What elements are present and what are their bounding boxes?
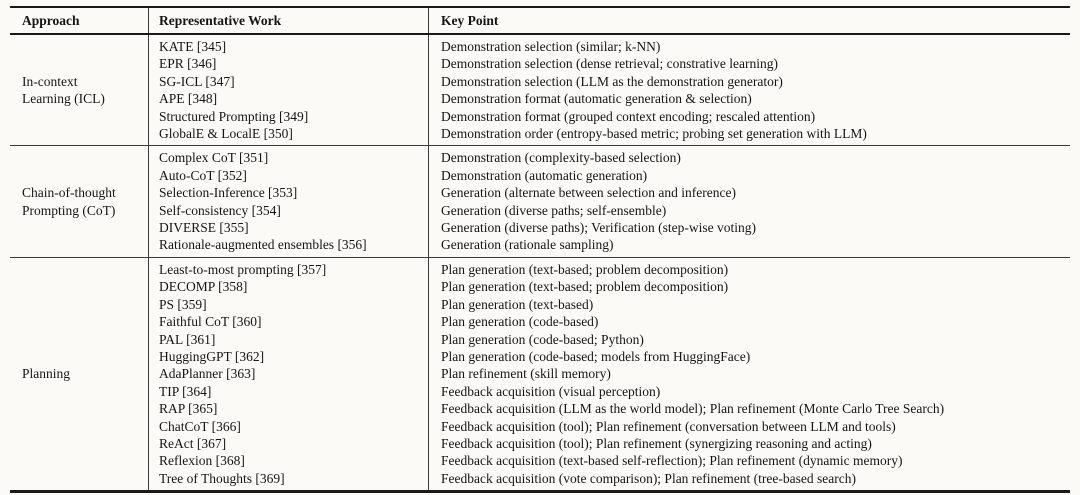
approach-label: Learning (ICL) bbox=[22, 91, 105, 107]
header-approach: Approach bbox=[22, 13, 80, 28]
key-point-item: Generation (rationale sampling) bbox=[441, 237, 614, 253]
key-point-item: Demonstration format (automatic generati… bbox=[441, 91, 752, 107]
key-point-item: Demonstration selection (dense retrieval… bbox=[441, 56, 778, 72]
work-item: EPR [346] bbox=[159, 56, 217, 72]
work-item: DIVERSE [355] bbox=[159, 220, 249, 236]
key-point-item: Plan generation (text-based; problem dec… bbox=[441, 261, 729, 277]
work-item: Auto-CoT [352] bbox=[159, 167, 247, 183]
work-item: Reflexion [368] bbox=[159, 453, 245, 469]
key-point-item: Plan generation (text-based; problem dec… bbox=[441, 279, 729, 295]
work-item: HuggingGPT [362] bbox=[159, 348, 265, 364]
key-point-item: Feedback acquisition (tool); Plan refine… bbox=[441, 435, 872, 451]
approach-cell: In-context Learning (ICL) bbox=[10, 35, 148, 145]
key-point-item: Plan generation (text-based) bbox=[441, 296, 594, 312]
key-point-cell: Plan generation (text-based; problem dec… bbox=[429, 258, 1070, 490]
table-header-row: Approach Representative Work Key Point bbox=[10, 8, 1070, 35]
work-cell: Complex CoT [351] Auto-CoT [352] Selection… bbox=[148, 146, 429, 257]
key-point-item: Generation (diverse paths; self-ensemble… bbox=[441, 202, 667, 218]
key-point-item: Plan generation (code-based; models from… bbox=[441, 348, 751, 364]
work-cell: KATE [345] EPR [346] SG-ICL [347] APE [348]… bbox=[148, 35, 429, 146]
prompting-approaches-table: Approach Representative Work Key Point I… bbox=[10, 6, 1070, 494]
key-point-item: Generation (alternate between selection … bbox=[441, 185, 736, 201]
key-point-item: Feedback acquisition (text-based self-re… bbox=[441, 453, 903, 469]
work-item: AdaPlanner [363] bbox=[159, 366, 256, 382]
work-item: ChatCoT [366] bbox=[159, 418, 241, 434]
work-item: Tree of Thoughts [369] bbox=[159, 470, 285, 486]
approach-label: Chain-of-thought bbox=[22, 185, 116, 201]
header-key-point: Key Point bbox=[441, 13, 499, 28]
key-point-item: Demonstration format (grouped context en… bbox=[441, 108, 816, 124]
key-point-item: Demonstration selection (LLM as the demo… bbox=[441, 73, 783, 89]
work-item: Self-consistency [354] bbox=[159, 202, 281, 218]
key-point-item: Feedback acquisition (vote comparison); … bbox=[441, 470, 856, 486]
table-section: In-context Learning (ICL) KATE [345] EPR [3… bbox=[10, 35, 1070, 146]
table-section: Chain-of-thought Prompting (CoT) Complex C… bbox=[10, 145, 1070, 257]
key-point-item: Feedback acquisition (LLM as the world m… bbox=[441, 401, 945, 417]
work-item: TIP [364] bbox=[159, 383, 212, 399]
work-item: Least-to-most prompting [357] bbox=[159, 261, 327, 277]
work-item: Faithful CoT [360] bbox=[159, 314, 262, 330]
work-item: KATE [345] bbox=[159, 39, 227, 54]
work-item: Complex CoT [351] bbox=[159, 150, 269, 166]
key-point-cell: Demonstration selection (similar; k-NN) D… bbox=[429, 35, 1070, 145]
work-item: Structured Prompting [349] bbox=[159, 108, 309, 124]
approach-label: In-context bbox=[22, 73, 78, 89]
work-item: PAL [361] bbox=[159, 331, 216, 347]
table-section: Planning Least-to-most prompting [357] DEC… bbox=[10, 256, 1070, 491]
header-representative-work: Representative Work bbox=[148, 8, 429, 33]
key-point-item: Demonstration order (entropy-based metri… bbox=[441, 126, 867, 142]
approach-label: Planning bbox=[22, 366, 71, 382]
key-point-item: Demonstration selection (similar; k-NN) bbox=[441, 39, 661, 54]
work-item: ReAct [367] bbox=[159, 435, 227, 451]
key-point-item: Plan generation (code-based; Python) bbox=[441, 331, 644, 347]
table-body: In-context Learning (ICL) KATE [345] EPR [3… bbox=[10, 35, 1070, 491]
key-point-item: Plan refinement (skill memory) bbox=[441, 366, 611, 382]
work-item: DECOMP [358] bbox=[159, 279, 248, 295]
approach-label: Prompting (CoT) bbox=[22, 202, 116, 218]
approach-cell: Planning bbox=[10, 258, 148, 490]
work-item: SG-ICL [347] bbox=[159, 73, 235, 89]
work-item: Rationale-augmented ensembles [356] bbox=[159, 237, 367, 253]
key-point-item: Plan generation (code-based) bbox=[441, 314, 599, 330]
key-point-item: Demonstration (automatic generation) bbox=[441, 167, 648, 183]
work-item: RAP [365] bbox=[159, 401, 218, 417]
work-cell: Least-to-most prompting [357] DECOMP [358… bbox=[148, 257, 429, 491]
work-item: Selection-Inference [353] bbox=[159, 185, 298, 201]
key-point-cell: Demonstration (complexity-based selectio… bbox=[429, 146, 1070, 256]
work-item: GlobalE & LocalE [350] bbox=[159, 126, 293, 142]
work-item: PS [359] bbox=[159, 296, 207, 312]
key-point-item: Generation (diverse paths); Verification… bbox=[441, 220, 757, 236]
approach-cell: Chain-of-thought Prompting (CoT) bbox=[10, 146, 148, 256]
key-point-item: Feedback acquisition (tool); Plan refine… bbox=[441, 418, 896, 434]
key-point-item: Demonstration (complexity-based selectio… bbox=[441, 150, 681, 166]
key-point-item: Feedback acquisition (visual perception) bbox=[441, 383, 661, 399]
work-item: APE [348] bbox=[159, 91, 218, 107]
